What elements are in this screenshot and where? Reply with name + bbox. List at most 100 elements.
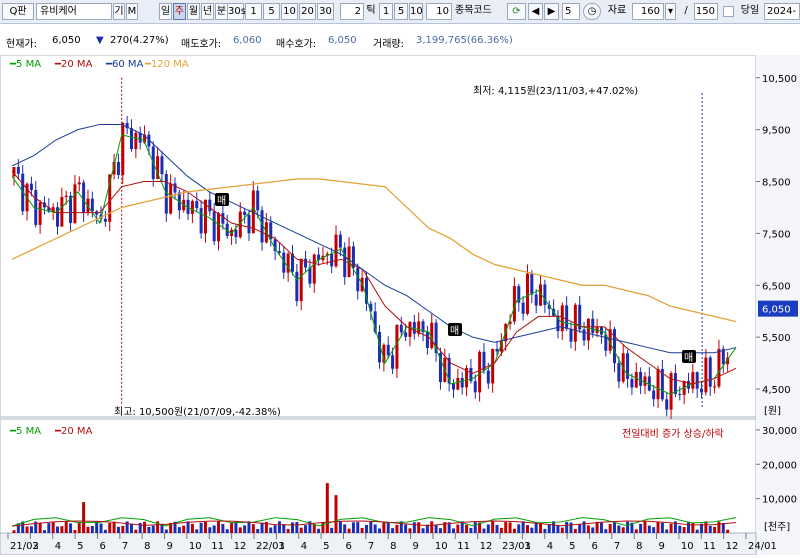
volume-bar xyxy=(378,528,382,533)
volume-bar xyxy=(260,522,264,533)
tick-value-field[interactable]: 10 xyxy=(426,3,452,20)
candle-body xyxy=(447,357,451,384)
price-tick-label: 5,500 xyxy=(762,333,791,344)
period-button-2[interactable]: 월 xyxy=(187,3,200,20)
volume-bar xyxy=(173,521,177,533)
candle-body xyxy=(399,324,403,333)
volume-bar xyxy=(12,530,16,533)
period-button-0[interactable]: 일 xyxy=(159,3,172,20)
gi-button[interactable]: 기 xyxy=(113,3,125,20)
volume-bar xyxy=(247,521,251,533)
minute-button-2[interactable]: 5 xyxy=(263,3,280,20)
volume-bar xyxy=(125,521,129,533)
volume-bar xyxy=(704,521,708,533)
next-button[interactable]: ▶ xyxy=(544,3,559,20)
clock-button[interactable]: ◷ xyxy=(583,3,601,20)
candle-body xyxy=(56,207,60,227)
data-count-field[interactable]: 160 xyxy=(632,3,664,20)
candle-body xyxy=(713,386,717,388)
price-tick-label: 4,500 xyxy=(762,385,791,396)
x-tick-label: 8 xyxy=(390,541,396,552)
period-button-1[interactable]: 주 xyxy=(173,3,186,20)
candle-body xyxy=(604,334,608,351)
candle-body xyxy=(586,318,590,341)
minute-button-5[interactable]: 30 xyxy=(317,3,334,20)
x-tick-label: 4 xyxy=(301,541,307,552)
candle-body xyxy=(108,174,112,222)
minute-button-4[interactable]: 20 xyxy=(299,3,316,20)
clock-icon: ◷ xyxy=(587,6,597,17)
buy-marker xyxy=(215,193,229,206)
candle-body xyxy=(704,357,708,393)
chart-frame: 10,500 9,500 8,500 7,500 6,500 5,500 4,500 [원] 6… xyxy=(0,54,800,556)
minute-button-1[interactable]: 1 xyxy=(245,3,262,20)
candle-body xyxy=(64,195,68,198)
volume-bar xyxy=(617,525,621,533)
buy-marker xyxy=(682,350,696,363)
volume-bar xyxy=(438,528,442,533)
candle-body xyxy=(199,208,203,234)
volume-bar xyxy=(621,527,625,533)
prev-button[interactable]: ◀ xyxy=(528,3,543,20)
total-count-field[interactable]: 150 xyxy=(694,3,718,20)
candle-body xyxy=(613,329,617,364)
candle-body xyxy=(599,326,603,335)
stock-name-field[interactable]: 유비케어 xyxy=(36,3,112,20)
period-button-3[interactable]: 년 xyxy=(201,3,214,20)
volume-bar xyxy=(356,522,360,533)
volume-bar xyxy=(364,524,368,533)
volume-bar xyxy=(90,526,94,533)
stock-chart[interactable]: 10,500 9,500 8,500 7,500 6,500 5,500 4,500 [원] 6… xyxy=(0,54,800,556)
x-tick-label: 22/01 xyxy=(256,541,285,552)
volume-bar xyxy=(517,524,521,533)
candle-body xyxy=(356,267,360,292)
candle-body xyxy=(317,254,321,261)
volume-bar xyxy=(425,524,429,533)
refresh-button[interactable]: ⟳ xyxy=(507,3,526,20)
minute-button-3[interactable]: 10 xyxy=(281,3,298,20)
price-panel xyxy=(0,54,757,418)
candle-body xyxy=(517,286,521,303)
tick-button-2[interactable]: 10 xyxy=(409,3,423,20)
slash-label: / xyxy=(684,5,688,16)
volume-bar xyxy=(156,521,160,533)
volume-bar xyxy=(99,523,103,533)
volume-bar xyxy=(42,530,46,533)
data-count-dropdown[interactable]: ▾ xyxy=(665,3,676,20)
candle-body xyxy=(69,195,73,223)
volume-bar xyxy=(408,528,412,533)
candle-body xyxy=(208,199,212,212)
volume-bar xyxy=(221,523,225,533)
today-checkbox[interactable] xyxy=(723,6,734,17)
candle-body xyxy=(269,222,273,240)
tick-button-0[interactable]: 1 xyxy=(379,3,393,20)
volume-bar xyxy=(543,528,547,533)
volume-bar xyxy=(34,521,38,533)
tick-button-1[interactable]: 5 xyxy=(394,3,408,20)
search-button[interactable]: Q판 xyxy=(2,3,34,20)
volume-bar xyxy=(256,529,260,533)
candle-body xyxy=(626,353,630,379)
candle-body xyxy=(325,253,329,256)
candle-body xyxy=(282,252,286,273)
volume-bar xyxy=(51,521,55,533)
volume-bar xyxy=(190,523,194,533)
candle-body xyxy=(660,369,664,400)
x-tick-label: 12 xyxy=(234,541,247,552)
minute-value-field[interactable]: 2 xyxy=(340,3,364,20)
volume-bar xyxy=(29,526,33,533)
m-button[interactable]: M xyxy=(126,3,138,20)
minute-button-0[interactable]: 30s xyxy=(227,3,246,20)
nav-count-field[interactable]: 5 xyxy=(562,3,580,20)
date-field[interactable]: 2024-0 xyxy=(764,3,800,20)
candle-body xyxy=(308,267,312,284)
candle-body xyxy=(547,304,551,309)
vol-legend-ma20: ━20 MA xyxy=(55,426,93,437)
x-tick-label: 10 xyxy=(681,541,694,552)
candle-body xyxy=(125,123,129,129)
volume-bar xyxy=(482,528,486,533)
x-tick-label: 6 xyxy=(99,541,105,552)
candle-body xyxy=(530,273,534,295)
candle-body xyxy=(465,367,469,388)
x-tick-label: 9 xyxy=(413,541,419,552)
